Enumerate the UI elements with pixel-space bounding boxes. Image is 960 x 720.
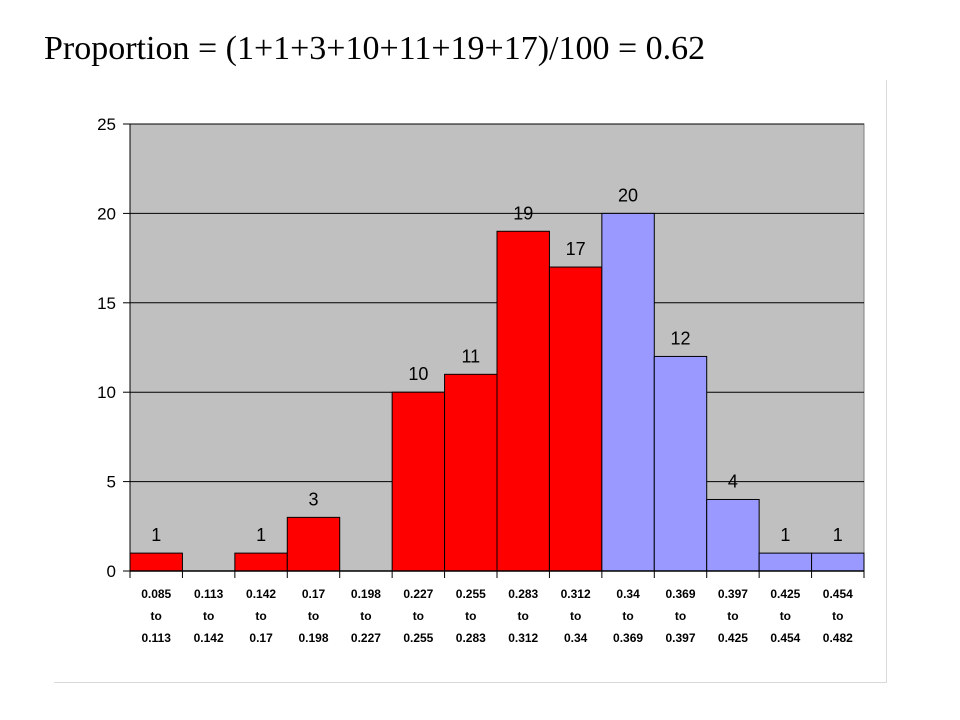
x-category-label: 0.198	[351, 587, 381, 601]
bar-data-label: 1	[780, 525, 790, 545]
x-category-label: 0.369	[665, 587, 695, 601]
bar	[234, 552, 288, 572]
x-category-label: to	[832, 609, 843, 623]
x-category-label: 0.255	[456, 587, 486, 601]
bar-data-label: 11	[461, 346, 480, 366]
x-category-label: 0.227	[351, 631, 381, 645]
bar-data-label: 19	[513, 203, 533, 223]
x-category-label: to	[151, 609, 162, 623]
bar	[129, 552, 183, 572]
x-category-label: 0.34	[564, 631, 588, 645]
x-category-label: 0.312	[561, 587, 591, 601]
bar-data-label: 20	[618, 185, 638, 205]
x-category-label: 0.283	[508, 587, 538, 601]
x-category-label: 0.454	[823, 587, 853, 601]
x-category-label: 0.227	[403, 587, 433, 601]
x-category-label: 0.113	[194, 587, 224, 601]
x-category-label: 0.198	[298, 631, 328, 645]
chart-title: Proportion = (1+1+3+10+11+19+17)/100 = 0…	[44, 30, 706, 67]
x-category-label: to	[622, 609, 633, 623]
x-category-label: to	[780, 609, 791, 623]
y-tick-label: 15	[97, 294, 116, 313]
bar-data-label: 1	[151, 525, 161, 545]
bar	[496, 230, 550, 572]
x-category-label: to	[570, 609, 581, 623]
x-category-label: 0.397	[665, 631, 695, 645]
x-category-label: to	[255, 609, 266, 623]
x-category-label: 0.425	[718, 631, 748, 645]
x-category-label: 0.17	[302, 587, 326, 601]
y-tick-label: 0	[107, 562, 116, 581]
y-tick-label: 25	[97, 115, 116, 134]
x-category-label: 0.454	[770, 631, 800, 645]
y-tick-label: 20	[97, 204, 116, 223]
y-tick-label: 5	[107, 473, 116, 492]
bar-data-label: 3	[308, 489, 318, 509]
bar	[601, 212, 655, 572]
x-category-label: 0.312	[508, 631, 538, 645]
bar-data-label: 17	[566, 239, 586, 259]
x-category-label: to	[360, 609, 371, 623]
x-category-label: to	[518, 609, 529, 623]
x-category-label: to	[465, 609, 476, 623]
bar	[391, 391, 446, 572]
x-category-label: 0.255	[403, 631, 433, 645]
bar	[286, 516, 341, 572]
bar	[706, 498, 760, 572]
chart-frame	[54, 80, 887, 683]
x-category-label: 0.142	[194, 631, 224, 645]
x-category-label: 0.369	[613, 631, 643, 645]
bar-data-label: 1	[256, 525, 266, 545]
x-category-label: to	[203, 609, 214, 623]
bar	[758, 552, 813, 572]
x-category-label: 0.113	[142, 631, 172, 645]
x-category-label: 0.283	[456, 631, 486, 645]
x-category-label: 0.085	[141, 587, 171, 601]
x-category-label: to	[675, 609, 686, 623]
x-category-label: 0.34	[616, 587, 640, 601]
bar-data-label: 12	[670, 328, 690, 348]
bar	[811, 552, 865, 572]
x-category-label: 0.397	[718, 587, 748, 601]
x-category-label: 0.142	[246, 587, 276, 601]
bar-data-label: 10	[408, 364, 428, 384]
y-tick-label: 10	[97, 383, 116, 402]
x-category-label: 0.17	[249, 631, 273, 645]
bar-data-label: 1	[833, 525, 843, 545]
x-category-label: to	[308, 609, 319, 623]
x-category-label: to	[727, 609, 738, 623]
bar-data-label: 4	[728, 471, 738, 491]
bar	[444, 373, 498, 572]
bar	[548, 266, 603, 572]
x-category-label: to	[413, 609, 424, 623]
x-category-label: 0.482	[823, 631, 853, 645]
bar	[653, 355, 708, 572]
x-category-label: 0.425	[770, 587, 800, 601]
